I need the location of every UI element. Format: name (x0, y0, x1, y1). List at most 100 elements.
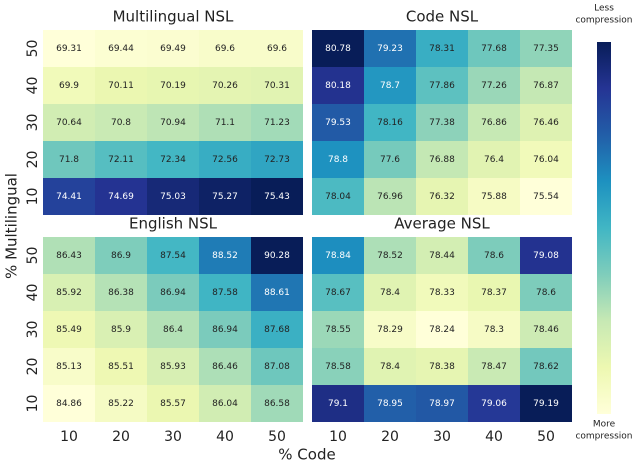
cell-label: 70.31 (264, 81, 290, 91)
cell-label: 78.97 (429, 399, 455, 409)
heatmap-cell (95, 67, 147, 104)
x-tick-label: 20 (381, 429, 399, 445)
heatmap-cell (520, 348, 572, 385)
heatmap-cell (364, 141, 416, 178)
heatmap-cell (43, 141, 95, 178)
cell-label: 84.86 (56, 399, 82, 409)
cell-label: 86.43 (56, 251, 82, 261)
heatmap-cell (416, 348, 468, 385)
cell-label: 71.1 (215, 118, 235, 128)
cell-label: 76.88 (429, 155, 455, 165)
cell-label: 72.73 (264, 155, 290, 165)
cell-label: 87.68 (264, 325, 290, 335)
cell-label: 77.86 (429, 81, 455, 91)
heatmap-cell (416, 141, 468, 178)
cell-label: 78.38 (429, 362, 455, 372)
heatmap-cell (199, 178, 251, 215)
heatmap-cell (199, 67, 251, 104)
cell-label: 79.06 (481, 399, 507, 409)
y-tick-label: 40 (25, 284, 41, 302)
x-tick-label: 40 (216, 429, 234, 445)
heatmap-cell (468, 104, 520, 141)
heatmap-cell (147, 274, 199, 311)
cell-label: 78.29 (377, 325, 403, 335)
y-tick-label: 50 (25, 40, 41, 58)
cell-label: 86.9 (111, 251, 131, 261)
x-tick-label: 10 (60, 429, 78, 445)
heatmap-cell (43, 67, 95, 104)
heatmap-cell (312, 141, 364, 178)
cell-label: 76.87 (533, 81, 559, 91)
heatmap-cell (416, 385, 468, 422)
cell-label: 72.34 (160, 155, 186, 165)
heatmap-cell (251, 237, 303, 274)
heatmap-cell (520, 311, 572, 348)
cell-label: 78.33 (429, 288, 455, 298)
cell-label: 71.23 (264, 118, 290, 128)
cell-label: 75.54 (533, 192, 559, 202)
cell-label: 70.26 (212, 81, 238, 91)
panel-title: English NSL (129, 215, 218, 233)
heatmap-cell (520, 104, 572, 141)
cell-label: 70.19 (160, 81, 186, 91)
x-tick-label: 30 (433, 429, 451, 445)
colorbar-label: compression (575, 16, 632, 26)
y-tick-label: 20 (25, 151, 41, 169)
panel-title: Multilingual NSL (113, 8, 234, 26)
cell-label: 85.13 (56, 362, 82, 372)
x-tick-label: 40 (485, 429, 503, 445)
heatmap-cell (416, 104, 468, 141)
heatmap-cell (364, 30, 416, 67)
heatmap-cell (251, 274, 303, 311)
cell-label: 72.11 (108, 155, 134, 165)
heatmap-cell (199, 141, 251, 178)
cell-label: 78.6 (484, 251, 504, 261)
heatmap-cell (364, 178, 416, 215)
heatmap-cell (312, 385, 364, 422)
cell-label: 85.9 (111, 325, 131, 335)
heatmap-cell (416, 311, 468, 348)
heatmap-cell (364, 311, 416, 348)
cell-label: 87.54 (160, 251, 186, 261)
heatmap-cell (199, 104, 251, 141)
colorbar (597, 42, 611, 414)
heatmap-cell (199, 385, 251, 422)
heatmap-cell (251, 141, 303, 178)
y-tick-label: 10 (25, 188, 41, 206)
cell-label: 86.4 (163, 325, 183, 335)
x-tick-label: 20 (112, 429, 130, 445)
heatmap-cell (416, 67, 468, 104)
heatmap-cell (312, 311, 364, 348)
cell-label: 85.93 (160, 362, 186, 372)
cell-label: 78.84 (325, 251, 351, 261)
y-tick-label: 10 (25, 395, 41, 413)
heatmap-cell (251, 30, 303, 67)
heatmap-cell (468, 67, 520, 104)
cell-label: 74.69 (108, 192, 134, 202)
heatmap-cell (468, 237, 520, 274)
cell-label: 80.78 (325, 44, 351, 54)
y-tick-label: 30 (25, 114, 41, 132)
heatmap-cell (520, 67, 572, 104)
heatmap-cell (43, 385, 95, 422)
heatmap-cell (468, 30, 520, 67)
cell-label: 79.19 (533, 399, 559, 409)
cell-label: 87.08 (264, 362, 290, 372)
cell-label: 86.94 (212, 325, 238, 335)
x-tick-label: 10 (329, 429, 347, 445)
cell-label: 78.24 (429, 325, 455, 335)
cell-label: 77.35 (533, 44, 559, 54)
heatmap-cell (95, 385, 147, 422)
heatmap-cell (251, 311, 303, 348)
heatmap-cell (364, 385, 416, 422)
heatmap-cell (364, 237, 416, 274)
heatmap-cell (147, 311, 199, 348)
cell-label: 78.6 (536, 288, 556, 298)
heatmap-cell (251, 385, 303, 422)
cell-label: 74.41 (56, 192, 82, 202)
heatmap-cell (43, 237, 95, 274)
cell-label: 78.95 (377, 399, 403, 409)
heatmap-cell (147, 237, 199, 274)
heatmap-cell (95, 237, 147, 274)
